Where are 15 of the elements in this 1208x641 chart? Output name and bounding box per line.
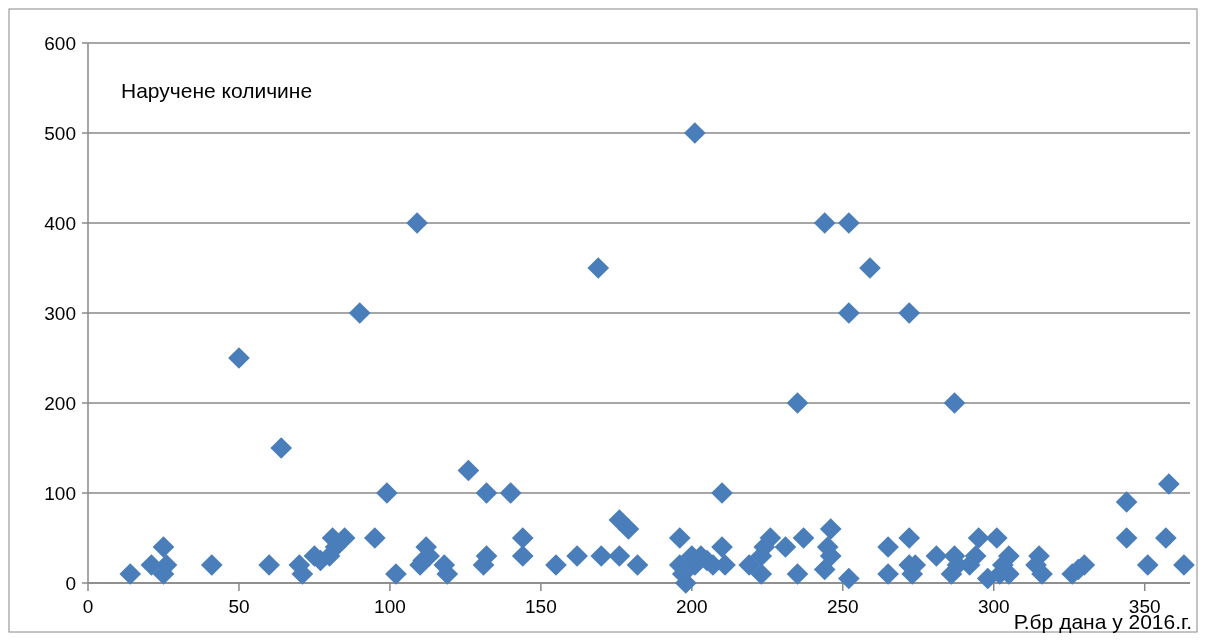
y-tick-label: 300	[44, 302, 76, 324]
x-tick-label: 50	[228, 596, 250, 617]
x-tick-label: 100	[374, 596, 406, 617]
y-tick-label: 600	[44, 32, 76, 54]
x-tick-label: 150	[525, 596, 557, 617]
x-tick-label: 0	[82, 596, 94, 617]
x-tick-label: 250	[826, 596, 859, 617]
y-tick-label: 500	[44, 122, 76, 144]
y-tick-label: 400	[44, 212, 76, 234]
text: Наручене количине	[121, 79, 313, 102]
y-tick-label: 200	[44, 392, 76, 414]
x-tick-label: 200	[675, 596, 708, 617]
y-tick-label: 0	[65, 572, 76, 594]
x-tick-label: 300	[977, 596, 1010, 617]
y-tick-label: 100	[44, 482, 76, 504]
